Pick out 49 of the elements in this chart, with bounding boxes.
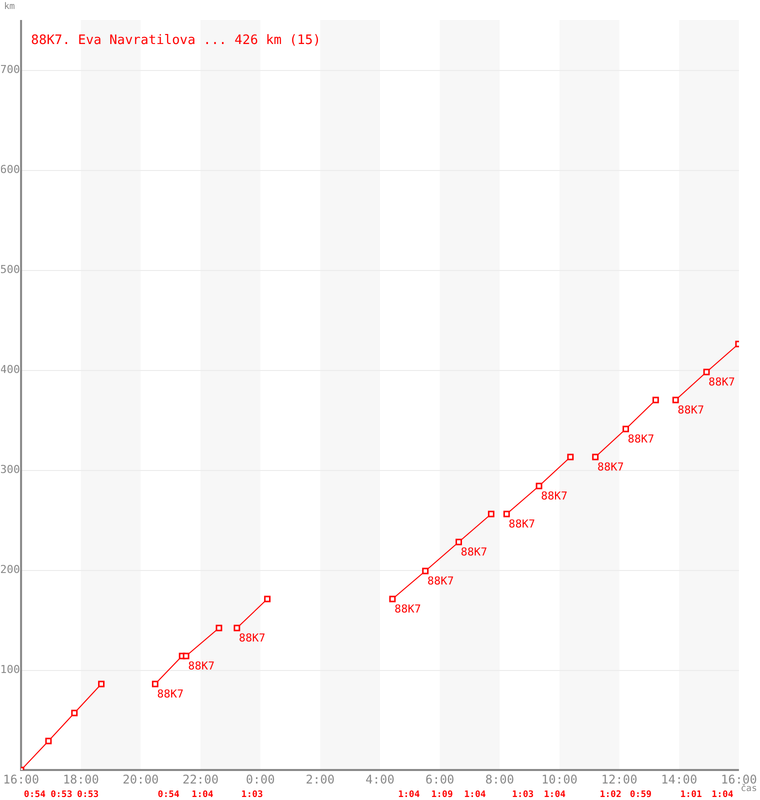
annotation: 88K7 — [597, 460, 624, 474]
x-tick-label: 12:00 — [601, 772, 638, 786]
annotation: 88K7 — [678, 403, 704, 416]
annotation: 88K7 — [508, 517, 536, 530]
y-tick-label: 700 — [0, 62, 20, 76]
y-tick-label: 600 — [0, 162, 20, 176]
y-axis-title: km — [4, 2, 15, 12]
x-tick-label: 2:00 — [306, 772, 335, 786]
x-tick-label: 8:00 — [485, 772, 514, 786]
x-tick-label: 20:00 — [122, 772, 159, 786]
text: 1:04 — [192, 790, 214, 800]
y-tick-label: 200 — [0, 562, 20, 576]
x-tick-label: 22:00 — [182, 772, 219, 786]
annotation: 88K7 — [427, 574, 454, 588]
x-tick-label: 4:00 — [366, 772, 394, 786]
text: 0:59 — [630, 790, 652, 800]
annotation: 88K7 — [238, 631, 266, 644]
x-tick-label: 10:00 — [541, 772, 578, 786]
annotation: 88K7 — [541, 489, 568, 502]
x-axis-title: čas — [740, 782, 757, 794]
annotation: 88K7 — [708, 375, 736, 388]
annotation: 88K7 — [188, 659, 215, 672]
text: 1:09 — [431, 790, 453, 800]
text: 1:01 — [680, 790, 702, 800]
text: 88K7. Eva Navratilova ... 426 km (15) — [31, 32, 321, 48]
text: 0:54 — [158, 790, 180, 800]
text: 1:04 — [464, 790, 486, 800]
y-tick-label: 400 — [0, 362, 20, 376]
x-tick-label: 0:00 — [246, 772, 275, 786]
annotation: 88K7 — [394, 602, 421, 616]
y-tick-label: 500 — [0, 262, 20, 276]
text: 0:53 — [50, 790, 72, 800]
text: 1:02 — [600, 790, 622, 800]
text: 1:04 — [712, 790, 734, 800]
text: 1:03 — [512, 790, 534, 800]
text: 1:04 — [544, 790, 566, 800]
x-tick-label: 14:00 — [661, 772, 698, 786]
x-tick-label: 18:00 — [62, 772, 99, 786]
text: 1:04 — [398, 790, 420, 800]
annotation: 88K7 — [157, 687, 184, 700]
x-tick-label: 6:00 — [425, 772, 454, 786]
y-tick-label: 100 — [0, 662, 20, 676]
x-tick-label: 16:00 — [3, 772, 40, 786]
y-tick-label: 300 — [0, 462, 20, 476]
text: 1:03 — [241, 790, 263, 800]
annotation: 88K7 — [460, 545, 488, 558]
text: 0:54 — [24, 790, 46, 800]
annotation: 88K7 — [628, 432, 654, 446]
text: 0:53 — [77, 790, 99, 800]
